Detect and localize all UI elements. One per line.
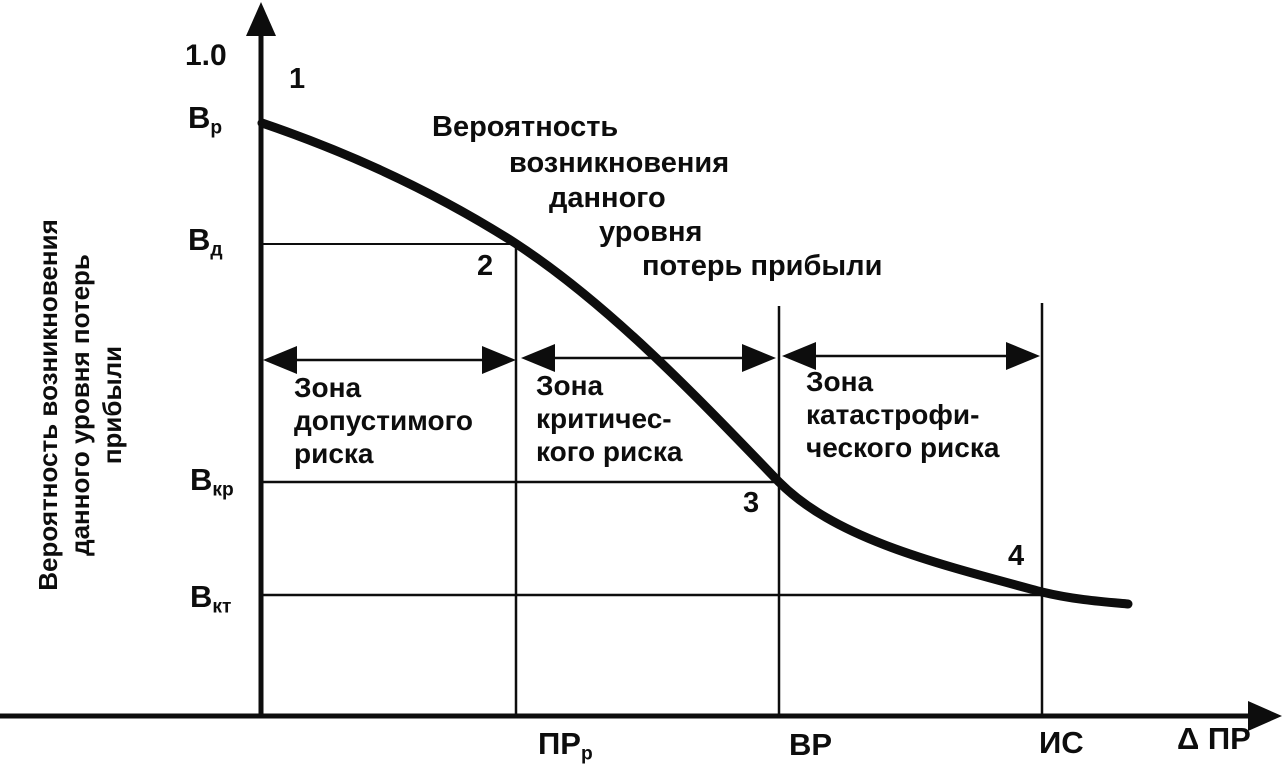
zone-caption-critical: Зона критичес- кого риска: [536, 369, 682, 468]
annotation-line4: уровня: [599, 216, 703, 248]
x-tick-prp-base: ПР: [538, 726, 581, 761]
y-tick-vd: Вд: [188, 222, 223, 259]
y-tick-vd-base: В: [188, 222, 211, 257]
zone-caption-catastrophic-line3: ческого риска: [806, 432, 1000, 463]
y-tick-vr-sub: р: [210, 117, 223, 139]
zone-arrow-catastrophic-right-head-icon: [1006, 342, 1040, 370]
zone-caption-critical-line3: кого риска: [536, 436, 683, 467]
x-tick-is: ИС: [1039, 725, 1084, 760]
zone-caption-critical-line2: критичес-: [536, 403, 672, 434]
x-axis-label: Δ ПР: [1177, 721, 1251, 756]
annotation-line3: данного: [549, 182, 666, 214]
y-axis-arrow-icon: [246, 2, 276, 36]
zone-arrow-critical-right-head-icon: [742, 344, 776, 372]
zone-caption-tolerable: Зона допустимого риска: [294, 371, 473, 470]
x-tick-prp: ПРр: [538, 726, 593, 763]
zone-caption-catastrophic: Зона катастрофи- ческого риска: [806, 365, 999, 464]
y-tick-vkr-base: В: [190, 462, 213, 497]
curve-point-label-2: 2: [477, 250, 494, 282]
zone-caption-critical-line1: Зона: [536, 370, 604, 401]
risk-curve: [257, 118, 1133, 609]
zone-arrow-tolerable-left-head-icon: [263, 346, 297, 374]
zone-arrow-critical: [521, 344, 776, 372]
x-tick-prp-sub: р: [580, 743, 593, 765]
y-axis-title-line1: Вероятность возникновения: [33, 219, 63, 591]
y-tick-vr: Вр: [188, 100, 222, 137]
zone-arrow-critical-left-head-icon: [521, 344, 555, 372]
zone-caption-tolerable-line3: риска: [294, 438, 374, 469]
zone-caption-catastrophic-line2: катастрофи-: [806, 399, 980, 430]
y-tick-vr-base: В: [188, 100, 211, 135]
zone-caption-tolerable-line2: допустимого: [294, 405, 474, 436]
y-tick-max: 1.0: [185, 39, 227, 72]
curve-point-label-1: 1: [289, 63, 306, 95]
annotation-line2: возникновения: [509, 147, 730, 179]
y-axis-title-line3: прибыли: [97, 345, 127, 465]
curve-point-label-4: 4: [1008, 540, 1025, 572]
zone-arrow-tolerable-right-head-icon: [482, 346, 516, 374]
y-tick-vkr-sub: кр: [212, 479, 234, 501]
zone-arrow-tolerable: [263, 346, 516, 374]
y-tick-vkr: Вкр: [190, 462, 234, 499]
zone-caption-tolerable-line1: Зона: [294, 372, 362, 403]
y-axis-title: Вероятность возникновения данного уровня…: [32, 185, 132, 625]
annotation-line1: Вероятность: [432, 111, 619, 143]
zone-caption-catastrophic-line1: Зона: [806, 366, 874, 397]
y-tick-vkt-sub: кт: [212, 596, 232, 618]
y-tick-vkt-base: В: [190, 579, 213, 614]
curve-point-label-3: 3: [743, 487, 760, 519]
y-axis-title-line2: данного уровня потерь: [65, 254, 95, 556]
zone-arrow-catastrophic: [782, 342, 1040, 370]
x-tick-vr: ВР: [789, 727, 833, 762]
annotation-line5: потерь прибыли: [642, 250, 883, 282]
zone-arrow-catastrophic-left-head-icon: [782, 342, 816, 370]
y-tick-vd-sub: д: [210, 239, 223, 261]
x-axis-arrow-icon: [1248, 701, 1282, 731]
y-tick-vkt: Вкт: [190, 579, 231, 616]
